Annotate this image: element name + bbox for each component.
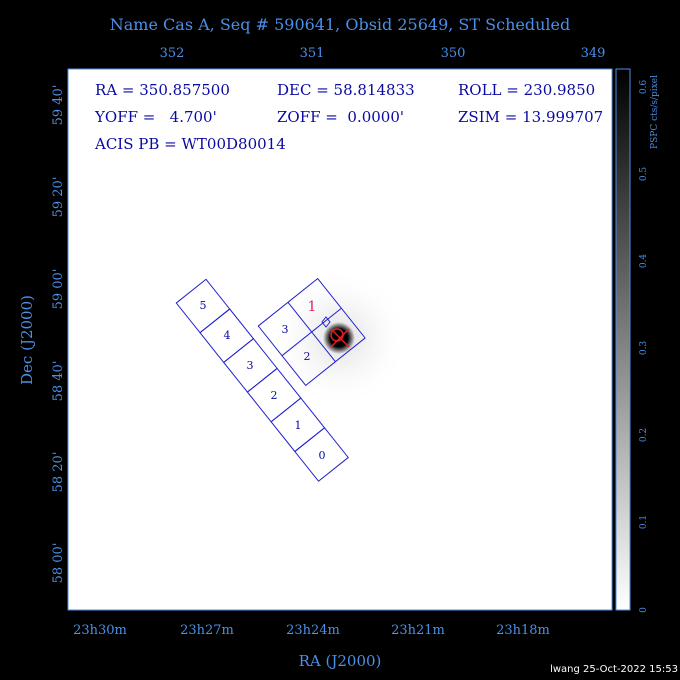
bottom-ticks: 23h30m 23h27m 23h24m 23h21m 23h18m — [73, 623, 550, 638]
title: Name Cas A, Seq # 590641, Obsid 25649, S… — [110, 15, 570, 34]
chip — [294, 427, 349, 482]
bottom-tick: 23h21m — [391, 623, 445, 638]
chip — [257, 277, 366, 387]
acis-s-array — [175, 278, 349, 482]
target-marker — [330, 328, 350, 348]
top-ticks: 352 351 350 349 — [160, 46, 606, 61]
left-tick: 59 40' — [51, 85, 66, 126]
aimpoint-diamond — [321, 316, 331, 328]
chip-label: 3 — [282, 323, 289, 336]
colorbar-tick: 0.1 — [639, 515, 649, 529]
info-text: YOFF = 4.700' — [94, 108, 217, 126]
chip-label: 0 — [319, 449, 326, 462]
acis-i-array — [257, 277, 366, 387]
y-axis-label: Dec (J2000) — [18, 295, 36, 385]
chip-label: 3 — [247, 359, 254, 372]
chip-label: 1 — [308, 299, 317, 315]
info-text: ZOFF = 0.0000' — [277, 108, 404, 126]
top-tick: 350 — [441, 46, 466, 61]
chip-label: 2 — [271, 389, 278, 402]
info-text: RA = 350.857500 — [95, 81, 230, 99]
bottom-tick: 23h27m — [180, 623, 234, 638]
left-tick: 58 40' — [51, 361, 66, 402]
info-text: DEC = 58.814833 — [277, 81, 415, 99]
colorbar — [615, 68, 631, 611]
colorbar-tick: 0.6 — [639, 80, 649, 95]
left-ticks: 59 40' 59 20' 59 00' 58 40' 58 20' 58 00… — [51, 85, 66, 584]
left-tick: 58 00' — [51, 543, 66, 584]
info-text: ACIS PB = WT00D80014 — [94, 135, 286, 153]
x-axis-label: RA (J2000) — [299, 652, 382, 670]
colorbar-tick: 0.5 — [639, 167, 649, 182]
colorbar-label: PSPC cts/s/pixel — [650, 75, 660, 149]
bottom-tick: 23h18m — [496, 623, 550, 638]
chip-label: 2 — [304, 350, 311, 363]
colorbar-tick: 0.3 — [639, 341, 649, 356]
info-text: ZSIM = 13.999707 — [458, 108, 603, 126]
left-tick: 59 20' — [51, 177, 66, 218]
info-text: ROLL = 230.9850 — [458, 81, 595, 99]
chip-label: 5 — [200, 299, 207, 312]
left-tick: 58 20' — [51, 452, 66, 493]
info: RA = 350.857500 DEC = 58.814833 ROLL = 2… — [94, 81, 603, 153]
left-tick: 59 00' — [51, 269, 66, 310]
chip-label: 1 — [295, 419, 302, 432]
chip-edge — [287, 301, 336, 363]
chip-labels: 5 4 3 2 1 0 1 3 2 — [200, 299, 326, 462]
bottom-tick: 23h30m — [73, 623, 127, 638]
footer: lwang 25-Oct-2022 15:53 — [550, 664, 678, 675]
colorbar-tick: 0 — [639, 607, 649, 613]
top-tick: 349 — [581, 46, 606, 61]
top-tick: 352 — [160, 46, 185, 61]
top-tick: 351 — [300, 46, 325, 61]
colorbar-ticks: 0 0.1 0.2 0.3 0.4 0.5 0.6 PSPC cts/s/pix… — [639, 75, 660, 613]
colorbar-tick: 0.4 — [639, 254, 649, 269]
chip-label: 4 — [224, 329, 231, 342]
colorbar-tick: 0.2 — [639, 428, 649, 442]
bottom-tick: 23h24m — [286, 623, 340, 638]
